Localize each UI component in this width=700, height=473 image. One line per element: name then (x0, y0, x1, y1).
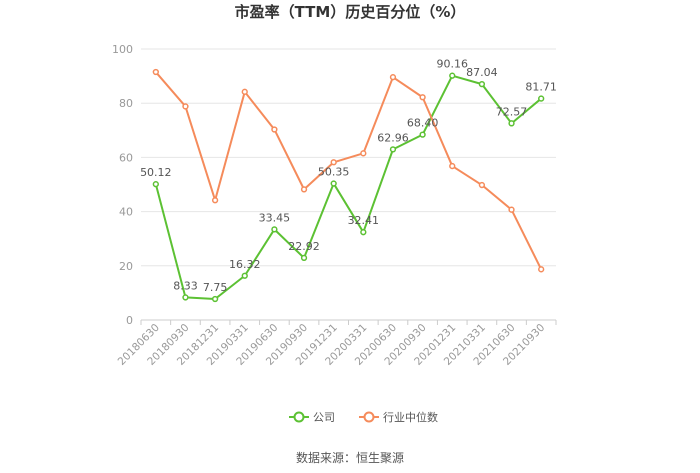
data-label: 72.57 (496, 105, 528, 118)
company-point[interactable] (182, 294, 189, 301)
company-point[interactable] (538, 95, 545, 102)
data-label: 68.40 (407, 117, 439, 130)
data-label: 62.96 (377, 131, 409, 144)
industry-median-point[interactable] (419, 94, 426, 101)
data-label: 81.71 (525, 81, 557, 94)
data-label: 22.92 (288, 240, 320, 253)
industry-median-point[interactable] (360, 150, 367, 157)
legend-item-company[interactable]: 公司 (289, 411, 335, 424)
industry-median-point[interactable] (211, 197, 219, 204)
y-tick-label: 40 (119, 206, 133, 219)
company-point[interactable] (241, 272, 248, 279)
y-tick-label: 0 (126, 314, 133, 327)
industry-median-point[interactable] (478, 181, 486, 189)
industry-median-point[interactable] (449, 162, 456, 170)
data-label: 8.33 (173, 279, 198, 292)
company-point[interactable] (271, 226, 278, 233)
company-point[interactable] (211, 295, 219, 303)
series-line-company (154, 74, 542, 300)
data-label: 50.12 (140, 166, 172, 179)
industry-median-point[interactable] (182, 103, 189, 110)
grid (141, 48, 556, 321)
data-label: 7.75 (203, 281, 228, 294)
y-tick-label: 20 (119, 260, 133, 273)
legend-item-industry-median[interactable]: 行业中位数 (359, 410, 438, 424)
company-point[interactable] (300, 254, 308, 262)
chart-title: 市盈率（TTM）历史百分位（%） (235, 3, 466, 21)
company-point[interactable] (360, 229, 367, 236)
legend-marker (293, 411, 305, 423)
company-point[interactable] (508, 120, 515, 127)
industry-median-point[interactable] (508, 206, 515, 213)
legend-marker (363, 411, 375, 423)
data-label: 87.04 (466, 66, 498, 79)
company-point[interactable] (419, 131, 426, 138)
legend[interactable]: 公司 行业中位数 (289, 410, 438, 424)
company-point[interactable] (152, 181, 159, 188)
series-line-industry-median (155, 71, 543, 270)
axes: 0204060801002018063020180930201812312019… (112, 43, 557, 368)
company-point[interactable] (449, 72, 456, 79)
data-label: 90.16 (437, 58, 469, 71)
legend-label: 行业中位数 (383, 410, 438, 424)
industry-median-point[interactable] (152, 68, 159, 76)
industry-median-point[interactable] (538, 266, 545, 273)
company-point[interactable] (389, 146, 397, 153)
industry-median-point[interactable] (389, 74, 397, 81)
y-tick-label: 80 (119, 97, 133, 110)
industry-median-point[interactable] (300, 186, 308, 193)
industry-median-point[interactable] (271, 126, 278, 133)
industry-median-point[interactable] (241, 88, 248, 95)
company-point[interactable] (330, 180, 337, 187)
data-label: 50.35 (318, 166, 350, 179)
series-layer (152, 68, 545, 303)
company-point[interactable] (478, 80, 486, 88)
y-tick-label: 60 (119, 151, 133, 164)
legend-label: 公司 (313, 411, 335, 424)
data-label: 33.45 (259, 211, 291, 224)
source-note: 数据来源：恒生聚源 (296, 450, 404, 465)
y-tick-label: 100 (112, 43, 133, 56)
data-label: 16.32 (229, 258, 261, 271)
data-label: 32.41 (348, 214, 380, 227)
industry-median-point[interactable] (330, 159, 337, 166)
